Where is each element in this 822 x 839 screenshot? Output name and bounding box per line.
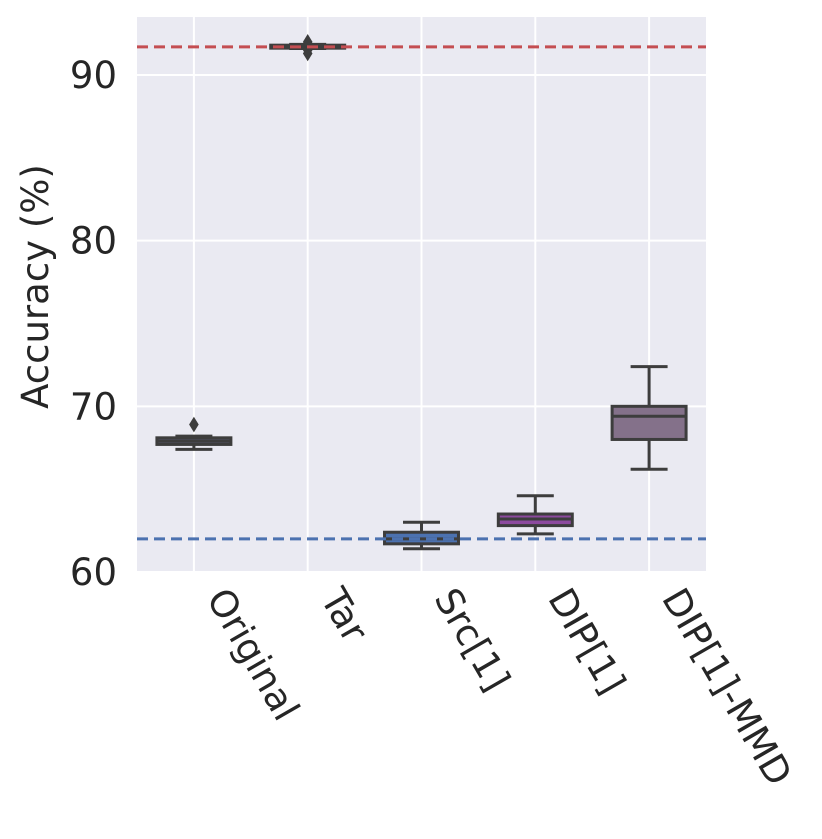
x-tick-label: Original: [198, 581, 308, 728]
box-body: [610, 404, 688, 441]
y-tick-layer: 60 70 80 90: [70, 54, 117, 594]
x-tick-label: DIP[1]-MMD: [653, 581, 800, 793]
box-layer: [155, 34, 688, 551]
x-tick-label: Tar: [311, 580, 376, 650]
x-tick-label: DIP[1]: [540, 581, 634, 701]
y-tick-label: 90: [70, 54, 117, 97]
box-original: [155, 416, 233, 451]
y-axis-label: Accuracy (%): [14, 164, 57, 409]
grid-layer: [137, 17, 706, 573]
box-dip-1-mmd: [610, 365, 688, 471]
y-tick-label: 70: [70, 385, 117, 428]
reference-line-layer: [137, 45, 706, 541]
box-dip-1: [496, 494, 574, 536]
outlier-point: [302, 34, 313, 50]
x-tick-layer: Original Tar Src[1] DIP[1] DIP[1]-MMD: [198, 580, 800, 793]
y-tick-label: 80: [70, 220, 117, 263]
y-tick-label: 60: [70, 551, 117, 594]
x-tick-label: Src[1]: [426, 581, 519, 698]
outlier-point: [189, 416, 199, 433]
